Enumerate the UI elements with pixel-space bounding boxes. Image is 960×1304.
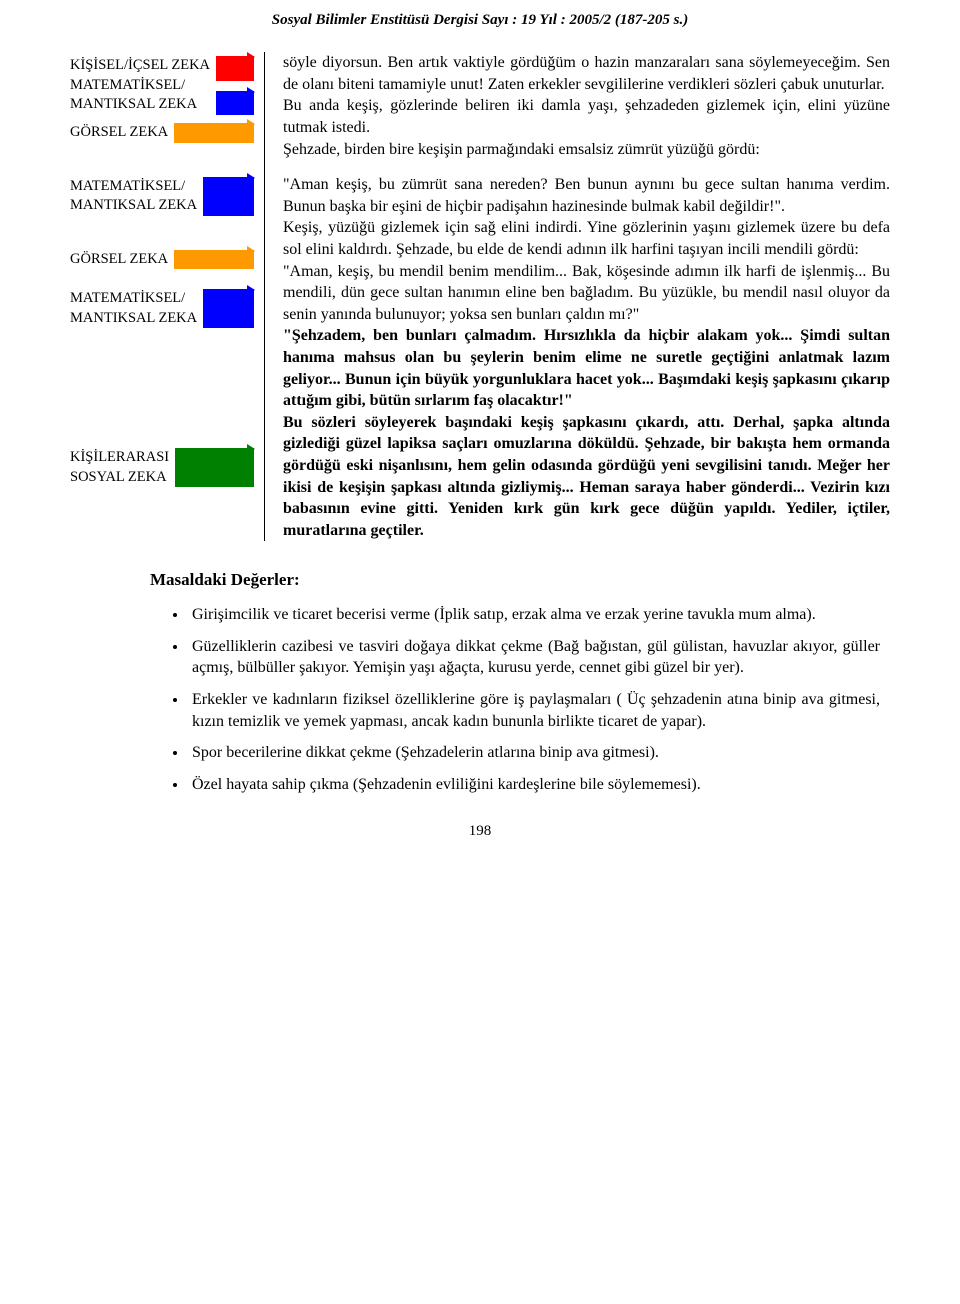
right-column-story-text: söyle diyorsun. Ben artık vaktiyle gördü… xyxy=(265,52,890,541)
zeka-item: KİŞİLERARASISOSYAL ZEKA xyxy=(70,448,254,487)
story-paragraph: Keşiş, yüzüğü gizlemek için sağ elini in… xyxy=(283,217,890,260)
values-list-item: Güzelliklerin cazibesi ve tasviri doğaya… xyxy=(188,636,880,679)
values-list-item: Özel hayata sahip çıkma (Şehzadenin evli… xyxy=(188,774,880,796)
zeka-label-group: KİŞİLERARASISOSYAL ZEKA xyxy=(70,448,169,487)
values-list-item: Girişimcilik ve ticaret becerisi verme (… xyxy=(188,604,880,626)
arrow-group xyxy=(197,289,254,328)
zeka-item: GÖRSEL ZEKA xyxy=(70,123,254,143)
zeka-item: GÖRSEL ZEKA xyxy=(70,250,254,270)
journal-header: Sosyal Bilimler Enstitüsü Dergisi Sayı :… xyxy=(70,10,890,30)
zeka-label-line: MATEMATİKSEL/ xyxy=(70,76,210,96)
zeka-label-line: GÖRSEL ZEKA xyxy=(70,123,168,143)
two-column-layout: KİŞİSEL/İÇSEL ZEKAMATEMATİKSEL/MANTIKSAL… xyxy=(70,52,890,541)
zeka-label-line: MANTIKSAL ZEKA xyxy=(70,196,197,216)
values-heading: Masaldaki Değerler: xyxy=(150,569,890,592)
story-paragraph: Bu anda keşiş, gözlerinde beliren iki da… xyxy=(283,95,890,138)
arrow-group xyxy=(168,250,254,270)
zeka-label-line: MATEMATİKSEL/ xyxy=(70,177,197,197)
arrow-group xyxy=(210,56,254,115)
page-number: 198 xyxy=(70,821,890,841)
zeka-label-group: MATEMATİKSEL/MANTIKSAL ZEKA xyxy=(70,289,197,328)
story-paragraph: Şehzade, birden bire keşişin parmağındak… xyxy=(283,139,890,161)
zeka-label-group: MATEMATİKSEL/MANTIKSAL ZEKA xyxy=(70,177,197,216)
values-list-item: Spor becerilerine dikkat çekme (Şehzadel… xyxy=(188,742,880,764)
zeka-item: MATEMATİKSEL/MANTIKSAL ZEKA xyxy=(70,177,254,216)
zeka-label-line: MATEMATİKSEL/ xyxy=(70,289,197,309)
arrow-blue-icon xyxy=(203,289,254,328)
zeka-label-group: KİŞİSEL/İÇSEL ZEKAMATEMATİKSEL/MANTIKSAL… xyxy=(70,56,210,115)
story-quote: "Aman keşiş, bu zümrüt sana nereden? Ben… xyxy=(283,174,890,217)
zeka-label-group: GÖRSEL ZEKA xyxy=(70,123,168,143)
arrow-blue-icon xyxy=(203,177,254,216)
arrow-group xyxy=(197,177,254,216)
zeka-item: KİŞİSEL/İÇSEL ZEKAMATEMATİKSEL/MANTIKSAL… xyxy=(70,56,254,115)
zeka-label-line: MANTIKSAL ZEKA xyxy=(70,95,210,115)
zeka-item: MATEMATİKSEL/MANTIKSAL ZEKA xyxy=(70,289,254,328)
zeka-label-line: MANTIKSAL ZEKA xyxy=(70,309,197,329)
arrow-red-icon xyxy=(216,56,254,80)
arrow-group xyxy=(169,448,254,487)
arrow-orange-icon xyxy=(174,123,254,143)
values-list-item: Erkekler ve kadınların fiziksel özellikl… xyxy=(188,689,880,732)
arrow-green-icon xyxy=(175,448,254,487)
zeka-label-line: KİŞİSEL/İÇSEL ZEKA xyxy=(70,56,210,76)
left-column-zeka-list: KİŞİSEL/İÇSEL ZEKAMATEMATİKSEL/MANTIKSAL… xyxy=(70,52,265,541)
story-bold-paragraph: Bu sözleri söyleyerek başındaki keşiş şa… xyxy=(283,412,890,542)
arrow-orange-icon xyxy=(174,250,254,270)
story-bold-paragraph: "Şehzadem, ben bunları çalmadım. Hırsızl… xyxy=(283,325,890,411)
zeka-label-line: GÖRSEL ZEKA xyxy=(70,250,168,270)
story-quote: "Aman, keşiş, bu mendil benim mendilim..… xyxy=(283,261,890,326)
values-list: Girişimcilik ve ticaret becerisi verme (… xyxy=(188,604,890,795)
zeka-label-group: GÖRSEL ZEKA xyxy=(70,250,168,270)
arrow-blue-icon xyxy=(216,91,254,115)
story-paragraph: söyle diyorsun. Ben artık vaktiyle gördü… xyxy=(283,52,890,95)
zeka-label-line: SOSYAL ZEKA xyxy=(70,468,169,488)
zeka-label-line: KİŞİLERARASI xyxy=(70,448,169,468)
arrow-group xyxy=(168,123,254,143)
